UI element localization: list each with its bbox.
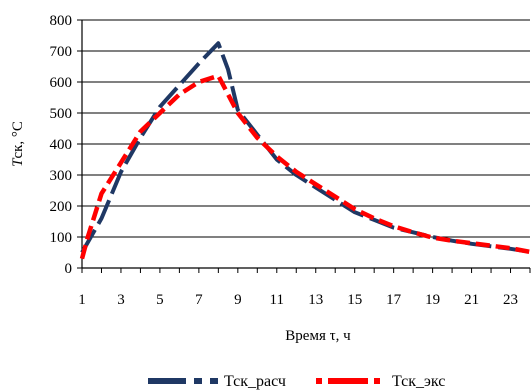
y-tick-label: 200 <box>50 199 73 215</box>
x-tick-label: 23 <box>503 292 518 308</box>
y-tick-label: 100 <box>50 230 73 246</box>
x-tick-label: 5 <box>156 292 164 308</box>
grid-lines <box>82 19 530 238</box>
x-tick-label: 13 <box>308 292 323 308</box>
legend-label-tsk-exp: Тск_экс <box>392 373 445 390</box>
axes <box>77 19 531 273</box>
x-tick-label: 21 <box>464 292 479 308</box>
x-tick-label: 9 <box>234 292 242 308</box>
y-tick-label: 400 <box>50 137 73 153</box>
x-axis-title: Время τ, ч <box>285 328 351 344</box>
y-axis-title: Tск, °C <box>10 121 26 167</box>
x-tick-label: 19 <box>425 292 440 308</box>
y-tick-label: 600 <box>50 75 73 91</box>
x-tick-label: 11 <box>270 292 284 308</box>
x-tick-label: 3 <box>117 292 125 308</box>
x-tick-labels: 1 3 5 7 9 11 13 15 17 19 21 23 <box>78 292 518 308</box>
series-line-tsk-exp <box>79 73 531 260</box>
x-tick-label: 1 <box>78 292 86 308</box>
x-tick-label: 15 <box>347 292 362 308</box>
y-tick-label: 500 <box>50 106 73 122</box>
y-tick-label: 0 <box>65 261 73 277</box>
x-tick-label: 17 <box>386 292 402 308</box>
legend-label-tsk-calc: Тск_расч <box>224 373 286 390</box>
y-tick-label: 800 <box>50 13 73 29</box>
series-line-tsk-calc <box>80 41 531 254</box>
series-lines <box>79 41 531 260</box>
y-tick-label: 700 <box>50 44 73 60</box>
y-tick-labels: 0 100 200 300 400 500 600 700 800 <box>50 13 73 277</box>
y-tick-label: 300 <box>50 168 73 184</box>
x-tick-label: 7 <box>195 292 203 308</box>
legend: Тск_расч Тск_экс <box>148 373 445 390</box>
